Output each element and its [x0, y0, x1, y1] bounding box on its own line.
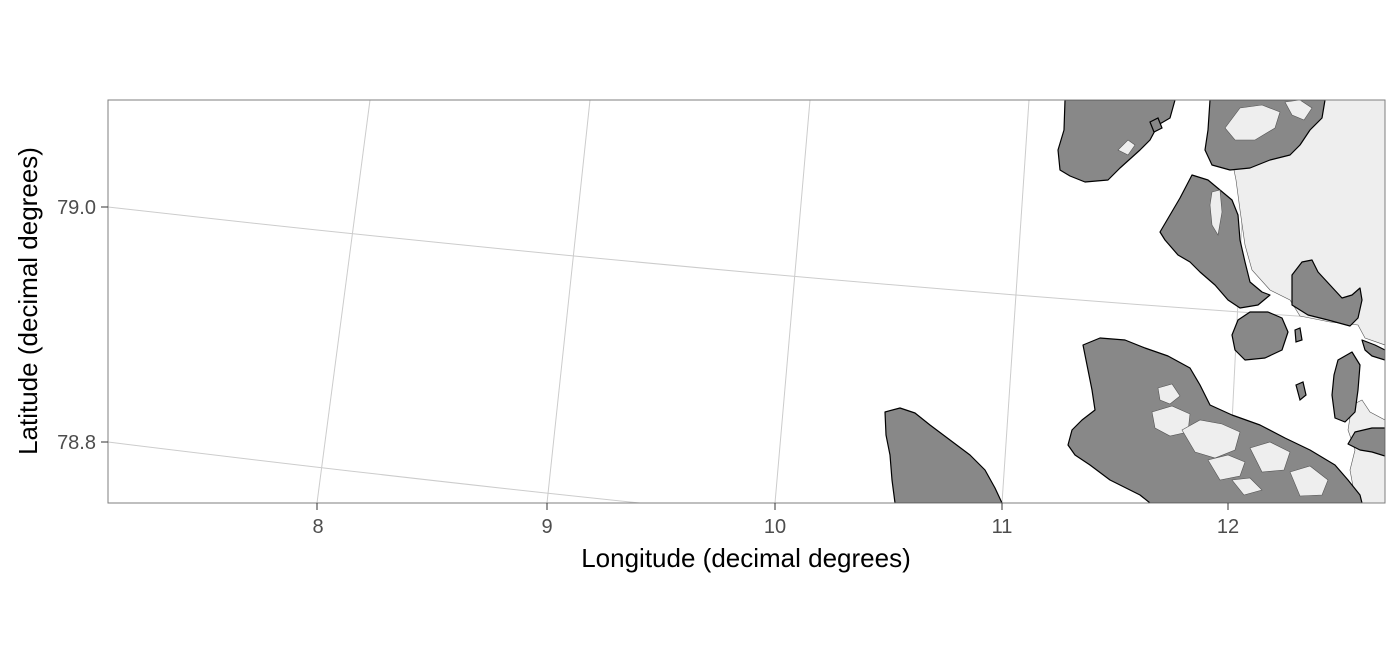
meridian-10 — [774, 100, 811, 503]
islets — [1149, 117, 1307, 402]
land-southeast — [1347, 427, 1385, 457]
peninsula-central — [1159, 174, 1271, 309]
x-tick-label-10: 10 — [764, 516, 786, 538]
land-east-coast — [1331, 351, 1361, 423]
x-tick-label-11: 11 — [992, 516, 1013, 538]
parallel-78-8 — [108, 441, 641, 503]
y-tick-label-79-0: 79.0 — [57, 197, 96, 219]
island-small-center — [1231, 311, 1289, 361]
glacier-patch-prins-3 — [1181, 419, 1241, 459]
island-southwest — [884, 407, 1003, 503]
islet-3 — [1149, 117, 1163, 133]
panel-border — [107, 99, 1386, 504]
y-axis: 79.0 78.8 — [57, 197, 108, 454]
land-east-tongue — [1291, 259, 1363, 327]
land-east-edge — [1361, 339, 1385, 361]
x-tick-label-9: 9 — [541, 516, 552, 538]
x-axis: 8 9 10 11 12 — [312, 503, 1239, 538]
y-axis-title: Latitude (decimal degrees) — [13, 147, 43, 455]
glacier-patch-prins-4 — [1207, 454, 1246, 481]
island-prins-karls — [1067, 337, 1363, 503]
y-tick-label-78-8: 78.8 — [57, 432, 96, 454]
glacier-patch-northeast-1 — [1224, 104, 1281, 141]
glacier-patch-prins-6 — [1289, 465, 1329, 497]
islet-2 — [1295, 381, 1307, 402]
x-tick-label-8: 8 — [312, 516, 323, 538]
island-north-peninsula — [1057, 100, 1176, 183]
glacier-patch-prins-7 — [1231, 477, 1263, 496]
glacier-patch-prins-1 — [1157, 383, 1181, 405]
meridian-11 — [1001, 100, 1030, 503]
land-areas — [884, 100, 1385, 503]
meridian-8 — [316, 100, 371, 503]
x-axis-title: Longitude (decimal degrees) — [581, 543, 911, 573]
glacier-patch-prins-5 — [1249, 441, 1291, 473]
graticule-parallels — [108, 206, 1385, 503]
graticule-meridians — [316, 100, 1249, 503]
islet-1 — [1294, 327, 1303, 343]
meridian-9 — [546, 100, 591, 503]
glacier-patch-central — [1209, 189, 1223, 236]
glacier-patch-north-island — [1117, 139, 1136, 156]
glacier-patches — [1117, 100, 1329, 497]
x-tick-label-12: 12 — [1217, 516, 1239, 538]
glacier-mainland — [1229, 100, 1385, 346]
parallel-79-0 — [108, 206, 1385, 323]
